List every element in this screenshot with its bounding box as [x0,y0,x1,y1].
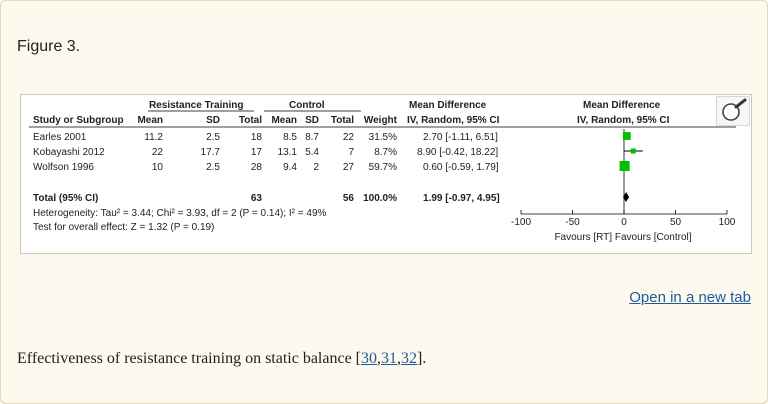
rt-mean: 10 [152,162,164,173]
rt-mean: 22 [152,147,164,158]
overall-effect-text: Test for overall effect: Z = 1.32 (P = 0… [33,222,214,233]
ref-link-30[interactable]: 30 [361,350,378,367]
header-md-right: Mean Difference [583,100,661,111]
c-mean: 8.5 [283,132,297,143]
rt-total: 63 [251,193,263,204]
col-weight: Weight [364,115,398,126]
c-mean: 13.1 [278,147,298,158]
c-sd: 8.7 [305,132,319,143]
study-marker [630,148,636,154]
heterogeneity-text: Heterogeneity: Tau² = 3.44; Chi² = 3.93,… [33,208,327,219]
caption-text: ]. [417,350,427,367]
figure-title: Figure 3. [17,38,81,55]
col-c-mean: Mean [271,115,297,126]
zoom-button[interactable] [716,96,750,126]
header-rt: Resistance Training [149,100,243,111]
x-axis-label: Favours [RT] Favours [Control] [554,232,691,243]
open-in-new-tab-link[interactable]: Open in a new tab [629,289,751,306]
header-control: Control [289,100,325,111]
c-total: 22 [343,132,355,143]
study-marker [622,132,631,140]
x-tick-label: 50 [670,217,682,228]
col-rt-total: Total [239,115,262,126]
rt-sd: 2.5 [206,132,220,143]
total-label: Total (95% CI) [33,193,98,204]
caption-sep: , [377,350,382,367]
ref-link-31[interactable]: 31 [381,350,398,367]
forest-plot-figure[interactable]: Resistance Training Control Mean Differe… [20,94,752,254]
col-ci-plot: IV, Random, 95% CI [577,115,670,126]
table-row: Kobayashi 2012 22 17.7 17 13.1 5.4 7 8.7… [33,147,498,158]
col-study: Study or Subgroup [33,115,124,126]
rt-mean: 11.2 [144,132,163,143]
study-name: Wolfson 1996 [33,162,94,173]
rt-sd: 17.7 [201,147,221,158]
x-tick-label: 0 [621,217,627,228]
forest-plot-svg: Resistance Training Control Mean Differe… [29,100,736,243]
caption-text: Effectiveness of resistance training on … [17,350,362,367]
rt-total: 28 [251,162,263,173]
ref-link-32[interactable]: 32 [401,350,418,367]
ci-text: 8.90 [-0.42, 18.22] [417,147,498,158]
col-c-sd: SD [305,115,319,126]
col-rt-mean: Mean [137,115,163,126]
c-total: 56 [343,193,355,204]
weight: 8.7% [374,147,397,158]
pooled-diamond [623,192,630,202]
header-md-left: Mean Difference [409,100,487,111]
c-total: 27 [343,162,355,173]
col-c-total: Total [331,115,354,126]
study-name: Earles 2001 [33,132,87,143]
ci-text: 2.70 [-1.11, 6.51] [423,132,498,143]
col-ci: IV, Random, 95% CI [407,115,500,126]
caption-sep: , [397,350,402,367]
rt-total: 17 [251,147,263,158]
x-tick-label: -50 [565,217,580,228]
weight: 100.0% [363,193,397,204]
total-row: Total (95% CI) 63 56 100.0% 1.99 [-0.97,… [33,193,500,204]
rt-total: 18 [251,132,263,143]
study-name: Kobayashi 2012 [33,147,105,158]
weight: 31.5% [369,132,397,143]
col-rt-sd: SD [206,115,220,126]
c-sd: 5.4 [305,147,319,158]
weight: 59.7% [369,162,397,173]
c-sd: 2 [313,162,319,173]
ci-text: 1.99 [-0.97, 4.95] [423,193,500,204]
figure-caption: Effectiveness of resistance training on … [17,350,426,368]
forest-plot-area: -100 -50 0 50 100 [511,129,736,228]
ci-text: 0.60 [-0.59, 1.79] [423,162,499,173]
table-row: Wolfson 1996 10 2.5 28 9.4 2 27 59.7% 0.… [33,162,499,173]
c-mean: 9.4 [283,162,297,173]
c-total: 7 [348,147,354,158]
study-marker [619,161,630,171]
table-row: Earles 2001 11.2 2.5 18 8.5 8.7 22 31.5%… [33,132,498,143]
magnifier-icon [722,98,747,121]
rt-sd: 2.5 [206,162,220,173]
x-tick-label: -100 [511,217,531,228]
x-tick-label: 100 [719,217,736,228]
